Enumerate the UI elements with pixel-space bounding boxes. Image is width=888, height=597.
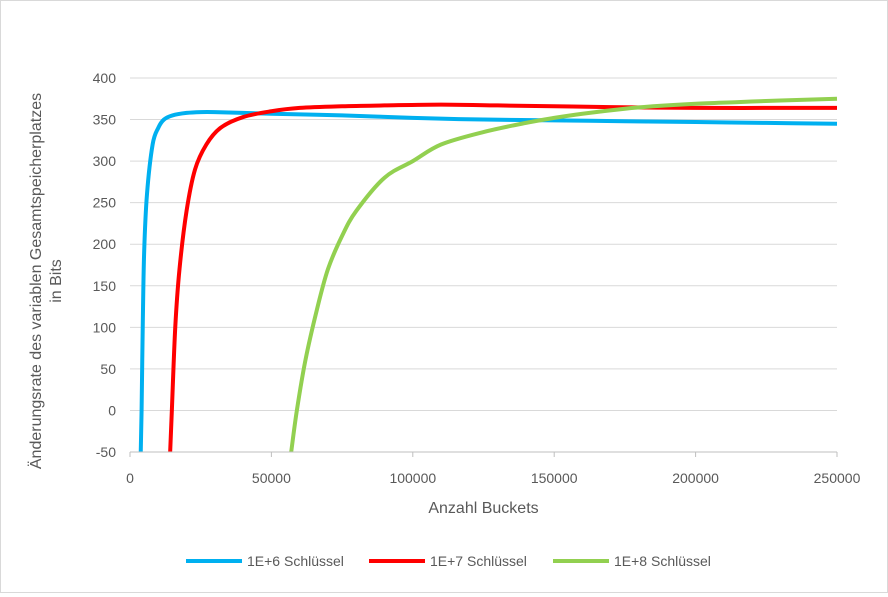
- y-tick-label: -50: [96, 444, 116, 460]
- x-tick-label: 200000: [672, 470, 719, 486]
- y-tick-label: 200: [93, 236, 117, 252]
- x-axis-ticks: 0 50000 100000 150000 200000 250000: [126, 452, 861, 486]
- y-tick-label: 350: [93, 112, 117, 128]
- y-axis-title-line-1: Änderungsrate des variablen Gesamtspeich…: [27, 93, 45, 469]
- y-tick-label: 150: [93, 278, 117, 294]
- gridlines: [130, 77, 837, 453]
- x-tick-label: 0: [126, 470, 134, 486]
- y-tick-label: 400: [93, 70, 117, 86]
- x-tick-label: 150000: [531, 470, 578, 486]
- x-tick-label: 50000: [252, 470, 291, 486]
- y-axis-title-line-2: in Bits: [48, 259, 65, 303]
- series-line-3: [289, 96, 838, 453]
- y-tick-label: 0: [108, 402, 116, 418]
- y-tick-label: 100: [93, 319, 117, 335]
- series-lines: [138, 96, 838, 453]
- y-tick-label: 50: [100, 361, 116, 377]
- series-line-2: [168, 102, 837, 453]
- series-line-1: [138, 109, 838, 453]
- x-axis-title: Anzahl Buckets: [428, 500, 538, 517]
- legend-label-1: 1E+6 Schlüssel: [247, 553, 344, 569]
- legend: 1E+6 Schlüssel 1E+7 Schlüssel 1E+8 Schlüss…: [186, 553, 711, 569]
- x-tick-label: 250000: [814, 470, 861, 486]
- legend-label-3: 1E+8 Schlüssel: [614, 553, 711, 569]
- legend-label-2: 1E+7 Schlüssel: [430, 553, 527, 569]
- y-axis-title: Änderungsrate des variablen Gesamtspeich…: [27, 93, 65, 469]
- x-tick-label: 100000: [389, 470, 436, 486]
- y-tick-label: 300: [93, 153, 117, 169]
- y-tick-label: 250: [93, 195, 117, 211]
- y-axis-ticks: -50 0 50 100 150 200 250 300 350 400: [93, 70, 117, 460]
